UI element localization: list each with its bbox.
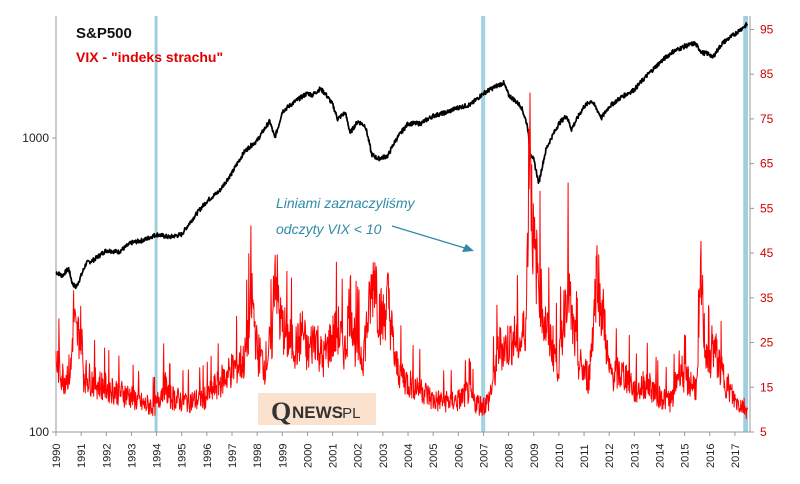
right-tick-label: 45 xyxy=(760,246,774,260)
x-tick-label: 1991 xyxy=(76,444,88,468)
x-tick-label: 2007 xyxy=(478,444,490,468)
x-tick-label: 2008 xyxy=(504,444,516,468)
x-tick-label: 2009 xyxy=(529,444,541,468)
right-tick-label: 55 xyxy=(760,201,774,215)
right-tick-label: 95 xyxy=(760,22,774,36)
x-tick-label: 1997 xyxy=(227,444,239,468)
watermark-background xyxy=(258,393,376,425)
x-tick-label: 2010 xyxy=(554,444,566,468)
x-tick-label: 2002 xyxy=(353,444,365,468)
x-tick-label: 1995 xyxy=(177,444,189,468)
x-tick-label: 2011 xyxy=(579,444,591,468)
right-tick-label: 35 xyxy=(760,291,774,305)
x-tick-label: 2003 xyxy=(378,444,390,468)
x-tick-label: 2016 xyxy=(705,444,717,468)
series-lines xyxy=(55,22,749,420)
x-tick-label: 1999 xyxy=(277,444,289,468)
right-tick-label: 25 xyxy=(760,336,774,350)
watermark-q: Q xyxy=(271,397,291,426)
watermark: Q NEWS .PL xyxy=(258,393,376,426)
x-tick-label: 2001 xyxy=(328,444,340,468)
x-tick-label: 2005 xyxy=(428,444,440,468)
annotation-line-1: Liniami zaznaczyliśmy xyxy=(276,195,415,211)
sp500-series-line xyxy=(55,22,749,290)
right-tick-label: 75 xyxy=(760,112,774,126)
x-tick-label: 2014 xyxy=(654,444,666,468)
left-tick-label: 1000 xyxy=(22,131,49,145)
x-tick-label: 1996 xyxy=(202,444,214,468)
watermark-news: NEWS xyxy=(292,403,343,422)
chart-subtitle: VIX - "indeks strachu" xyxy=(76,49,223,65)
right-tick-label: 85 xyxy=(760,67,774,81)
left-tick-label: 100 xyxy=(29,425,49,439)
vix-series-line xyxy=(55,92,748,420)
annotation-line-2: odczyty VIX < 10 xyxy=(276,221,382,237)
vix-low-markers xyxy=(154,16,748,432)
x-tick-label: 2000 xyxy=(302,444,314,468)
x-tick-label: 2006 xyxy=(453,444,465,468)
right-tick-label: 65 xyxy=(760,157,774,171)
x-tick-label: 1994 xyxy=(152,444,164,468)
x-tick-label: 1993 xyxy=(126,444,138,468)
x-tick-label: 2015 xyxy=(680,444,692,468)
x-tick-label: 2012 xyxy=(604,444,616,468)
x-tick-label: 2004 xyxy=(403,444,415,468)
x-tick-label: 1990 xyxy=(51,444,63,468)
right-tick-label: 5 xyxy=(760,425,767,439)
right-tick-label: 15 xyxy=(760,380,774,394)
x-tick-label: 2013 xyxy=(629,444,641,468)
watermark-pl: .PL xyxy=(338,405,361,422)
x-tick-label: 1992 xyxy=(101,444,113,468)
x-tick-label: 2017 xyxy=(730,444,742,468)
tick-labels: 100 1000 5 15 25 35 45 55 65 75 85 95 1990 1991 1992 19… xyxy=(22,22,773,468)
x-tick-label: 1998 xyxy=(252,444,264,468)
annotation-arrow xyxy=(391,225,474,252)
chart-title: S&P500 xyxy=(76,25,132,42)
